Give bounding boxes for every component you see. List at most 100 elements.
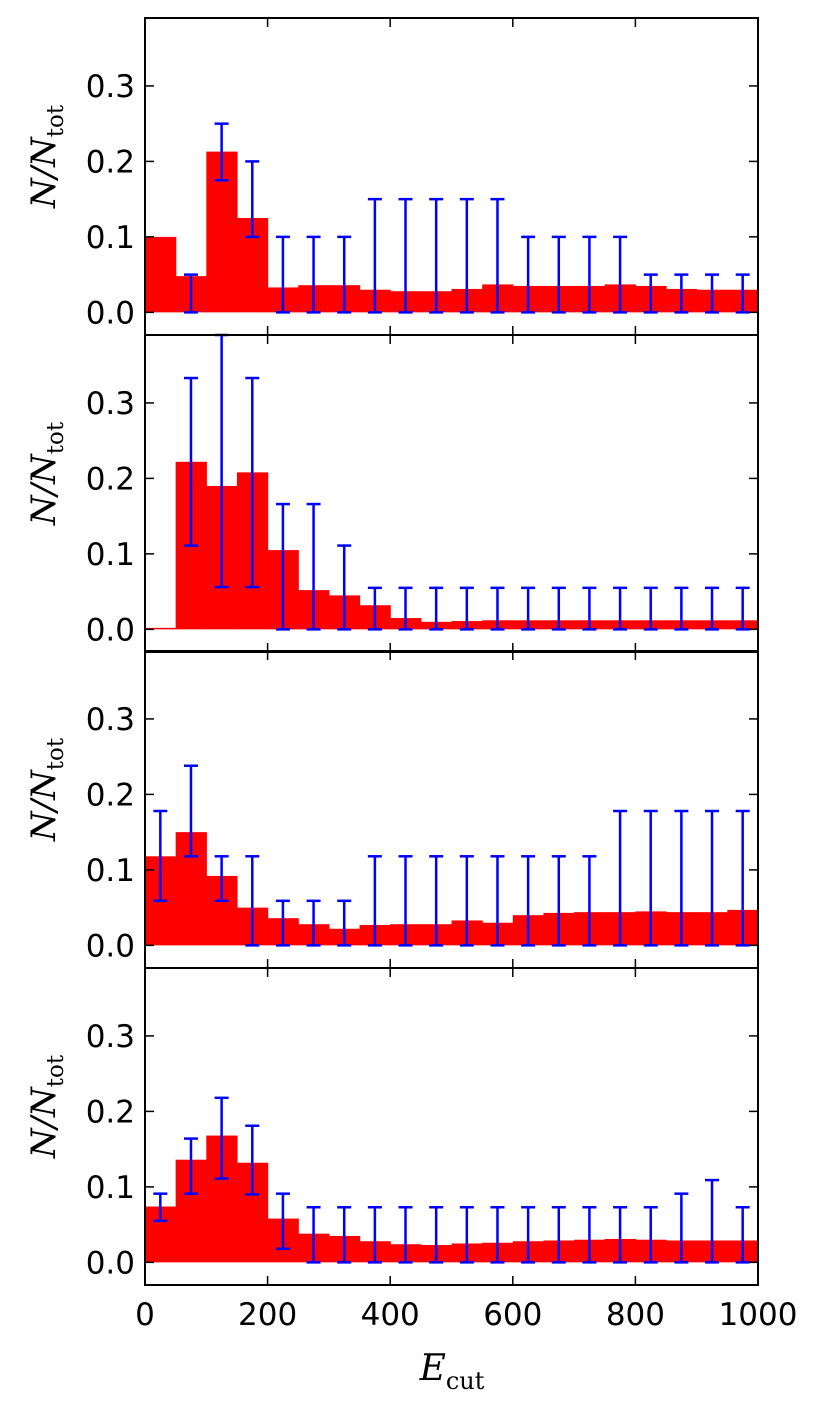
error-bar [705, 809, 720, 947]
error-bar [735, 586, 750, 631]
y-axis-label: N/Ntot [24, 421, 69, 526]
error-bar [705, 1178, 720, 1264]
x-axis-label-sub: cut [446, 1367, 485, 1395]
error-bar [398, 197, 413, 314]
x-tick-label: 1000 [719, 1297, 798, 1333]
error-bar [459, 197, 474, 314]
error-bar [705, 586, 720, 631]
y-tick-label: 0.1 [86, 1170, 135, 1206]
x-axis-label-main: E [419, 1348, 446, 1389]
error-bar [214, 1096, 229, 1180]
x-ticks [144, 18, 759, 335]
x-ticks [144, 651, 759, 968]
error-bar [613, 586, 628, 631]
error-bar [337, 899, 352, 947]
y-tick-label: 0.2 [86, 144, 135, 180]
x-tick-label: 600 [483, 1297, 542, 1333]
y-tick-label: 0.0 [86, 612, 135, 648]
error-bar [643, 586, 658, 631]
error-bar [183, 764, 198, 858]
error-bar [153, 809, 168, 903]
y-tick-label: 0.2 [86, 461, 135, 497]
error-bar [521, 1206, 536, 1264]
x-axis: 0 200 400 600 800 1000 [135, 1297, 797, 1333]
error-bar [674, 586, 689, 631]
error-bar [674, 273, 689, 314]
y-tick-label: 0.0 [86, 295, 135, 331]
x-tick-label: 0 [135, 1297, 155, 1333]
x-tick-label: 400 [361, 1297, 420, 1333]
error-bar [275, 899, 290, 947]
error-bar [582, 235, 597, 314]
error-bar [337, 235, 352, 314]
error-bar [398, 586, 413, 631]
error-bar [429, 1206, 444, 1264]
error-bar [153, 1192, 168, 1223]
error-bar [183, 1137, 198, 1195]
error-bar [735, 1206, 750, 1264]
y-tick-label: 0.1 [86, 537, 135, 573]
error-bar [306, 899, 321, 947]
error-bars [153, 764, 750, 947]
error-bar [582, 586, 597, 631]
panels-group: 0.00.10.20.3N/Ntot0.00.10.20.3N/Ntot0.00… [24, 17, 759, 1286]
error-bar [613, 809, 628, 947]
y-axis-label: N/Ntot [24, 104, 69, 209]
x-tick-label: 200 [238, 1297, 297, 1333]
error-bar [367, 1206, 382, 1264]
y-axis-label-sub: tot [43, 737, 69, 770]
error-bar [521, 855, 536, 947]
error-bar [459, 1206, 474, 1264]
error-bar [275, 1192, 290, 1251]
x-axis-label: Ecut [419, 1348, 485, 1395]
y-tick-label: 0.0 [86, 928, 135, 964]
error-bar [398, 1206, 413, 1264]
y-tick-label: 0.0 [86, 1245, 135, 1281]
error-bar [582, 1206, 597, 1264]
panel-1: 0.0 0.1 0.2 0.3 N/Ntot [24, 17, 759, 336]
error-bar [337, 1206, 352, 1264]
bars [145, 151, 759, 313]
x-ticks [144, 968, 759, 1285]
error-bar [429, 197, 444, 314]
y-axis-label-main: N/N [24, 453, 64, 526]
error-bar [674, 809, 689, 947]
y-axis-label-sub: tot [43, 421, 69, 454]
error-bar [306, 502, 321, 631]
error-bars [183, 333, 750, 631]
error-bar [551, 1206, 566, 1264]
error-bar [643, 273, 658, 314]
error-bar [306, 235, 321, 314]
error-bar [613, 235, 628, 314]
y-tick-label: 0.3 [86, 69, 135, 105]
error-bar [367, 197, 382, 314]
error-bar [245, 855, 260, 947]
y-ticks: 0.0 0.1 0.2 0.3 [86, 1019, 758, 1281]
error-bar [643, 809, 658, 947]
error-bar [367, 586, 382, 631]
error-bar [459, 855, 474, 947]
y-axis-label: N/Ntot [24, 1054, 69, 1159]
error-bar [613, 1206, 628, 1264]
y-tick-label: 0.1 [86, 853, 135, 889]
error-bar [306, 1206, 321, 1264]
error-bar [490, 855, 505, 947]
error-bar [245, 376, 260, 589]
error-bar [245, 160, 260, 239]
error-bar [521, 235, 536, 314]
error-bar [398, 855, 413, 947]
error-bar [429, 586, 444, 631]
bars [145, 461, 759, 630]
error-bar [275, 502, 290, 631]
error-bar [490, 1206, 505, 1264]
y-axis-label-main: N/N [24, 769, 64, 842]
bars [145, 832, 759, 946]
y-tick-label: 0.1 [86, 220, 135, 256]
error-bar [551, 235, 566, 314]
error-bar [490, 586, 505, 631]
error-bar [429, 855, 444, 947]
error-bar [521, 586, 536, 631]
error-bar [735, 273, 750, 314]
error-bar [582, 855, 597, 947]
